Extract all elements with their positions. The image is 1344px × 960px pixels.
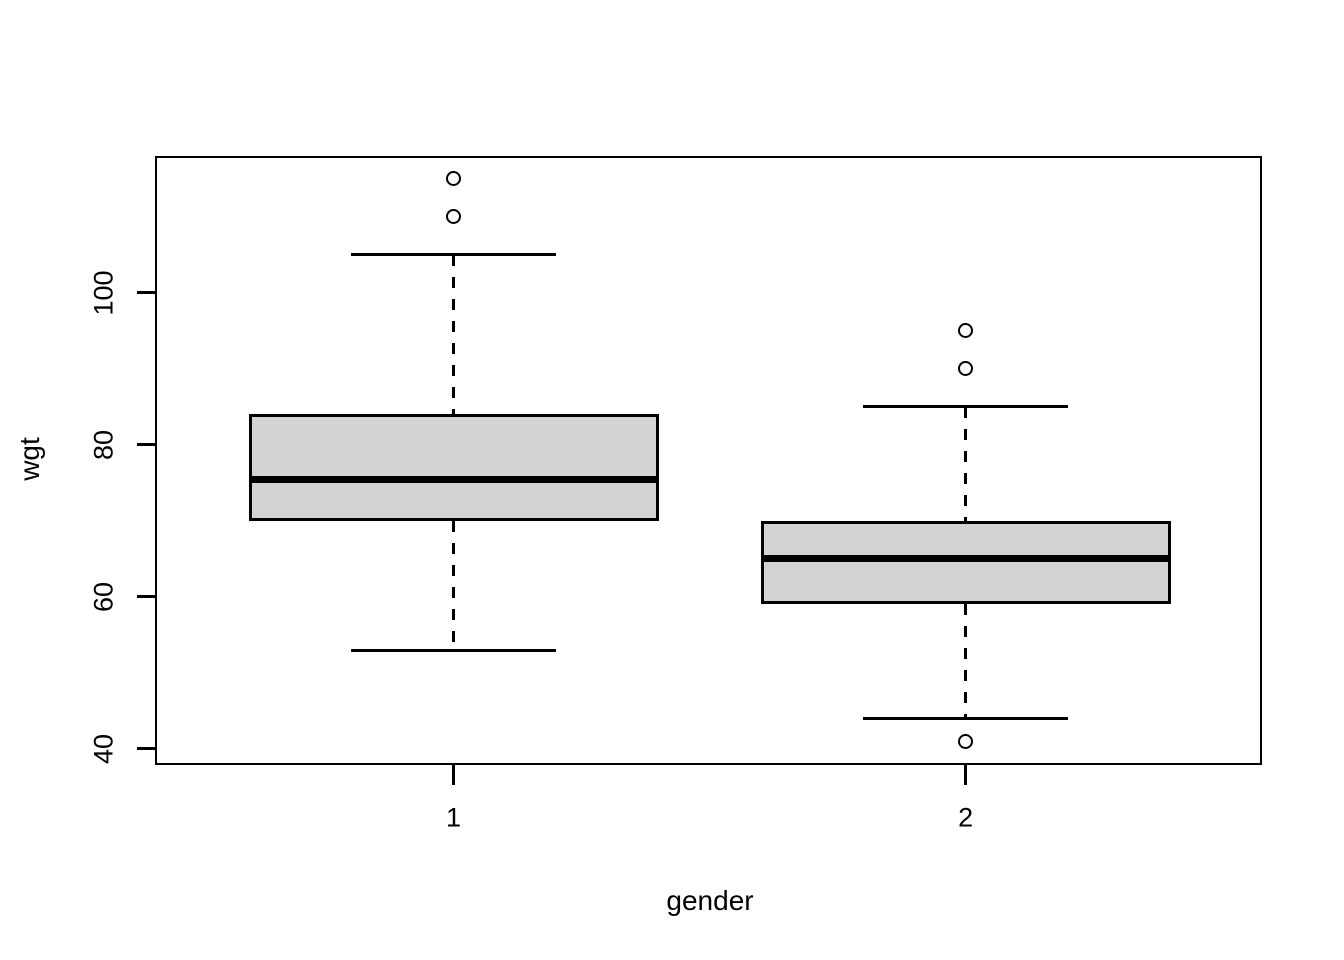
lower-whisker-line: [964, 604, 968, 719]
upper-whisker-line: [452, 254, 455, 415]
lower-whisker-cap: [351, 648, 556, 652]
y-axis-tick-mark: [137, 595, 155, 599]
iqr-box: [760, 520, 1171, 605]
x-axis-tick-mark: [452, 765, 455, 785]
outlier-point: [958, 733, 974, 749]
median-line: [248, 475, 659, 483]
outlier-point: [958, 323, 974, 339]
lower-whisker-cap: [863, 716, 1069, 720]
upper-whisker-line: [964, 406, 968, 521]
median-line: [760, 555, 1171, 563]
iqr-box: [248, 414, 659, 521]
y-axis-tick-mark: [137, 443, 155, 447]
upper-whisker-cap: [863, 405, 1069, 409]
outlier-point: [958, 361, 974, 377]
x-axis-tick-mark: [964, 765, 968, 785]
outlier-point: [446, 209, 461, 225]
outlier-point: [446, 171, 461, 187]
lower-whisker-line: [452, 520, 455, 650]
upper-whisker-cap: [351, 253, 556, 257]
y-axis-tick-mark: [137, 747, 155, 751]
y-axis-tick-mark: [137, 291, 155, 295]
